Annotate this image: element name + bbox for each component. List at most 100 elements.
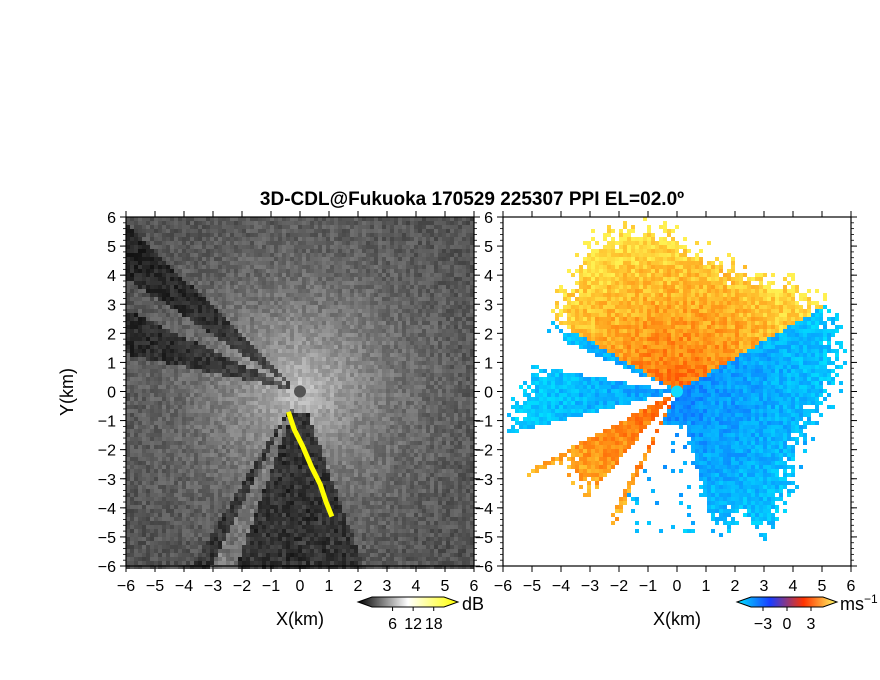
reflectivity-cell — [438, 297, 442, 301]
reflectivity-cell — [438, 273, 442, 277]
reflectivity-cell — [434, 293, 438, 297]
reflectivity-cell — [258, 345, 262, 349]
reflectivity-cell — [166, 265, 170, 269]
reflectivity-cell — [302, 417, 306, 421]
reflectivity-cell — [298, 313, 302, 317]
reflectivity-cell — [218, 337, 222, 341]
reflectivity-cell — [378, 321, 382, 325]
reflectivity-cell — [390, 341, 394, 345]
reflectivity-cell — [282, 441, 286, 445]
reflectivity-cell — [366, 373, 370, 377]
reflectivity-cell — [426, 393, 430, 397]
reflectivity-cell — [338, 381, 342, 385]
reflectivity-cell — [430, 437, 434, 441]
reflectivity-cell — [226, 285, 230, 289]
reflectivity-cell — [326, 237, 330, 241]
reflectivity-cell — [242, 425, 246, 429]
reflectivity-cell — [130, 385, 134, 389]
reflectivity-cell — [142, 385, 146, 389]
reflectivity-cell — [246, 257, 250, 261]
reflectivity-cell — [422, 385, 426, 389]
reflectivity-cell — [142, 245, 146, 249]
reflectivity-cell — [214, 249, 218, 253]
reflectivity-cell — [234, 417, 238, 421]
reflectivity-cell — [446, 253, 450, 257]
reflectivity-cell — [150, 365, 154, 369]
reflectivity-cell — [210, 253, 214, 257]
reflectivity-cell — [262, 369, 266, 373]
reflectivity-cell — [194, 357, 198, 361]
reflectivity-cell — [230, 233, 234, 237]
reflectivity-cell — [198, 285, 202, 289]
reflectivity-cell — [334, 317, 338, 321]
reflectivity-cell — [142, 301, 146, 305]
reflectivity-cell — [162, 277, 166, 281]
reflectivity-cell — [174, 245, 178, 249]
reflectivity-cell — [458, 305, 462, 309]
reflectivity-cell — [266, 265, 270, 269]
reflectivity-cell — [126, 321, 130, 325]
reflectivity-cell — [454, 229, 458, 233]
reflectivity-cell — [350, 305, 354, 309]
reflectivity-cell — [210, 305, 214, 309]
reflectivity-cell — [274, 273, 278, 277]
reflectivity-cell — [278, 305, 282, 309]
reflectivity-cell — [406, 265, 410, 269]
reflectivity-cell — [222, 381, 226, 385]
reflectivity-cell — [134, 413, 138, 417]
reflectivity-cell — [426, 233, 430, 237]
reflectivity-cell — [258, 441, 262, 445]
reflectivity-cell — [142, 433, 146, 437]
reflectivity-cell — [222, 321, 226, 325]
reflectivity-cell — [310, 441, 314, 445]
reflectivity-cell — [190, 373, 194, 377]
reflectivity-cell — [190, 221, 194, 225]
reflectivity-cell — [418, 325, 422, 329]
reflectivity-cell — [226, 245, 230, 249]
reflectivity-cell — [206, 441, 210, 445]
reflectivity-cell — [438, 405, 442, 409]
reflectivity-cell — [346, 245, 350, 249]
reflectivity-cell — [258, 429, 262, 433]
reflectivity-cell — [326, 313, 330, 317]
reflectivity-cell — [182, 321, 186, 325]
reflectivity-cell — [454, 253, 458, 257]
reflectivity-cell — [298, 273, 302, 277]
reflectivity-cell — [462, 253, 466, 257]
reflectivity-cell — [454, 257, 458, 261]
reflectivity-cell — [178, 233, 182, 237]
reflectivity-cell — [310, 245, 314, 249]
reflectivity-cell — [206, 413, 210, 417]
reflectivity-cell — [194, 285, 198, 289]
reflectivity-cell — [350, 321, 354, 325]
reflectivity-cell — [266, 373, 270, 377]
reflectivity-cell — [370, 321, 374, 325]
reflectivity-cell — [470, 261, 474, 265]
reflectivity-cell — [466, 385, 470, 389]
reflectivity-cell — [406, 217, 410, 221]
reflectivity-cell — [326, 329, 330, 333]
reflectivity-cell — [470, 437, 474, 441]
reflectivity-cell — [406, 289, 410, 293]
reflectivity-cell — [198, 265, 202, 269]
reflectivity-cell — [194, 297, 198, 301]
reflectivity-cell — [254, 345, 258, 349]
reflectivity-cell — [222, 309, 226, 313]
reflectivity-cell — [418, 313, 422, 317]
reflectivity-cell — [426, 317, 430, 321]
reflectivity-cell — [206, 409, 210, 413]
reflectivity-cell — [382, 413, 386, 417]
reflectivity-cell — [406, 277, 410, 281]
reflectivity-cell — [210, 437, 214, 441]
reflectivity-cell — [218, 401, 222, 405]
reflectivity-cell — [230, 325, 234, 329]
reflectivity-cell — [158, 305, 162, 309]
reflectivity-cell — [418, 257, 422, 261]
reflectivity-cell — [154, 273, 158, 277]
reflectivity-cell — [218, 293, 222, 297]
reflectivity-cell — [406, 441, 410, 445]
reflectivity-cell — [302, 425, 306, 429]
reflectivity-cell — [370, 393, 374, 397]
reflectivity-cell — [322, 397, 326, 401]
reflectivity-cell — [290, 369, 294, 373]
